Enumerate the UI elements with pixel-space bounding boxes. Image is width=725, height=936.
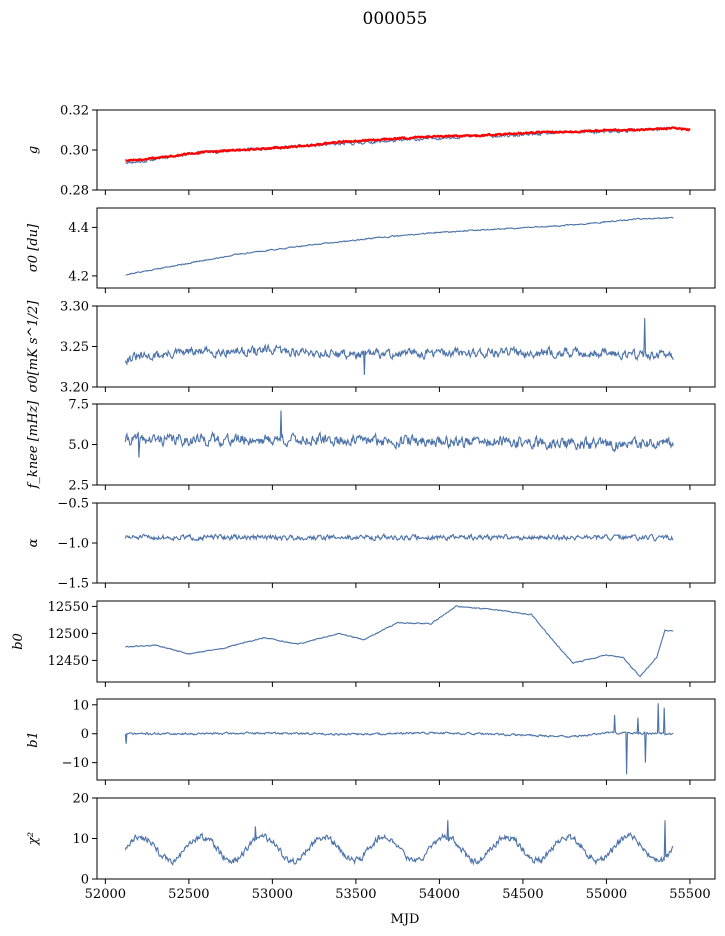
y-tick-label: 10 [72, 698, 89, 713]
panel-4: 2.5 5.0 7.5 f_knee [mHz] [26, 398, 716, 494]
y-axis-label: χ² [26, 832, 41, 846]
y-tick-label: 3.20 [60, 381, 89, 396]
x-tick-label: 52000 [85, 887, 126, 902]
x-tick-label: 55500 [669, 887, 710, 902]
y-tick-label: 0 [81, 873, 89, 888]
y-tick-label: 7.5 [68, 398, 89, 413]
y-tick-label: −10 [62, 756, 89, 771]
plot-frame [96, 600, 716, 683]
panel-2: 4.2 4.4 σ0 [du] [26, 207, 716, 293]
series-line-3-1 [124, 318, 674, 375]
plot-frame [96, 305, 716, 388]
x-tick-label: 53500 [335, 887, 376, 902]
y-axis-label: b0 [11, 633, 26, 650]
y-axis-label: σ0 [du] [26, 223, 41, 272]
x-tick-label: 52500 [168, 887, 209, 902]
y-tick-label: 2.5 [68, 479, 89, 494]
panel-6: 12450 12500 12550 b0 [11, 600, 716, 687]
plot-frame [96, 109, 716, 191]
figure-title: 000055 [363, 9, 428, 29]
series-line-8-1 [124, 820, 674, 866]
x-tick-label: 55000 [586, 887, 627, 902]
y-tick-label: 12500 [48, 627, 89, 642]
y-tick-label: 0 [81, 727, 89, 742]
y-tick-label: 5.0 [68, 438, 89, 453]
y-axis-label: σ0[mK s^1/2] [26, 300, 41, 393]
series-line-1-1 [125, 126, 674, 165]
panel-7: −10 0 10 b1 [26, 698, 716, 785]
series-line-7-1 [124, 703, 674, 775]
series-line-2-1 [125, 216, 674, 276]
y-tick-label: 0.32 [60, 104, 89, 119]
y-axis-label: b1 [26, 731, 41, 748]
y-tick-label: 3.25 [60, 340, 89, 355]
y-tick-label: 12550 [48, 600, 89, 615]
panel-8: 0 10 20 52000 52500 53000 53500 54000 54500 55000… [26, 792, 716, 902]
y-tick-label: −1.0 [57, 537, 89, 552]
y-axis-label: α [26, 538, 41, 547]
x-axis-label: MJD [391, 912, 420, 927]
series-line-1-2 [125, 126, 691, 163]
plot-frame [96, 502, 716, 584]
panel-1: 0.28 0.30 0.32 g [26, 104, 716, 199]
y-tick-label: 12450 [48, 654, 89, 669]
y-tick-label: 3.30 [60, 300, 89, 315]
y-axis-label: f_knee [mHz] [26, 400, 41, 490]
x-tick-label: 54000 [419, 887, 460, 902]
panel-3: 3.20 3.25 3.30 σ0[mK s^1/2] [26, 300, 716, 396]
series-line-5-1 [124, 533, 674, 542]
series-line-6-1 [125, 605, 674, 678]
series-line-4-1 [124, 410, 674, 458]
y-tick-label: 20 [72, 792, 89, 807]
y-axis-label: g [26, 146, 41, 154]
plot-frame [96, 698, 716, 781]
x-tick-label: 53000 [252, 887, 293, 902]
y-tick-label: 0.28 [60, 184, 89, 199]
y-tick-label: 4.4 [68, 221, 89, 236]
plot-frame [96, 207, 716, 289]
y-tick-label: 4.2 [68, 269, 89, 284]
panels: 0.28 0.30 0.32 g 4.2 4.4 σ0 [du] 3.20 3.25 3.30 σ0… [11, 104, 716, 902]
x-tick-label: 54500 [502, 887, 543, 902]
panel-5: −1.5 −1.0 −0.5 α [26, 497, 716, 592]
y-tick-label: −0.5 [57, 497, 89, 512]
y-tick-label: −1.5 [57, 577, 89, 592]
y-tick-label: 10 [72, 832, 89, 847]
y-tick-label: 0.30 [60, 144, 89, 159]
